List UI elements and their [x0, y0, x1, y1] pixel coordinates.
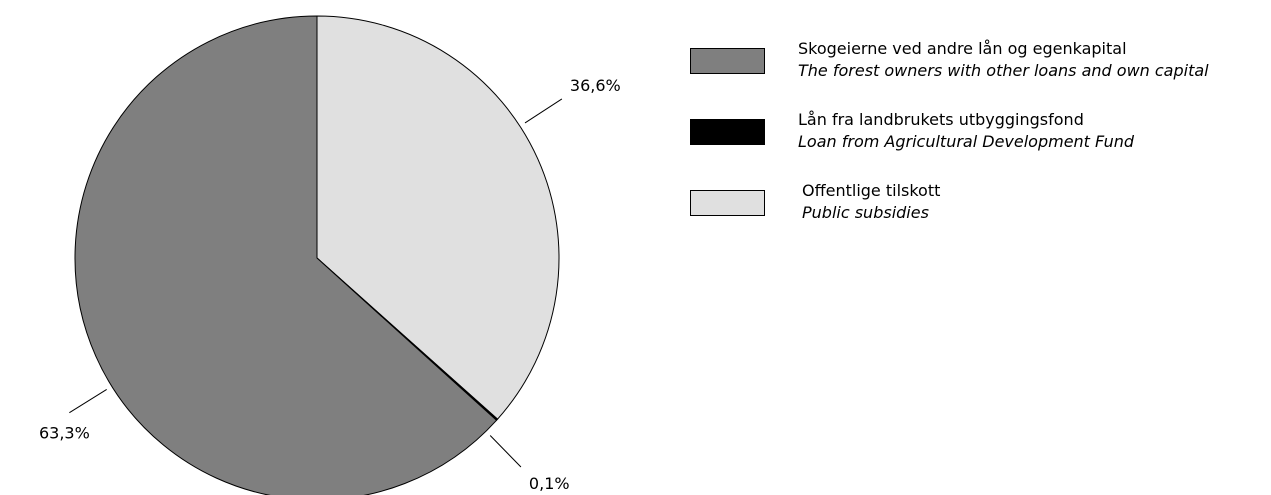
legend-label-no: Lån fra landbrukets utbyggingsfond	[798, 110, 1084, 129]
legend-label-en: Loan from Agricultural Development Fund	[798, 132, 1135, 151]
legend-label-no: Offentlige tilskott	[802, 181, 941, 200]
leader-line	[69, 388, 107, 414]
label-forest-owners: 63,3%	[39, 424, 90, 443]
legend-text: Offentlige tilskott Public subsidies	[802, 180, 940, 224]
legend-swatch	[690, 48, 765, 74]
leader-line	[524, 98, 563, 124]
legend-text: Lån fra landbrukets utbyggingsfond Loan …	[798, 109, 1134, 153]
legend-label-no: Skogeierne ved andre lån og egenkapital	[798, 39, 1127, 58]
slice-forest-owners	[74, 15, 498, 495]
slice-public-subsidies	[316, 15, 560, 420]
legend-swatch	[690, 190, 765, 216]
legend-item-loan-fund: Lån fra landbrukets utbyggingsfond Loan …	[690, 109, 1270, 154]
legend-swatch	[690, 119, 765, 145]
leader-lines	[69, 98, 563, 468]
label-public-subsidies: 36,6%	[570, 76, 621, 95]
legend-label-en: The forest owners with other loans and o…	[798, 61, 1209, 80]
legend-text: Skogeierne ved andre lån og egenkapital …	[798, 38, 1209, 82]
legend-item-forest-owners: Skogeierne ved andre lån og egenkapital …	[690, 38, 1270, 83]
data-labels: 36,6% 0,1% 63,3%	[39, 76, 621, 493]
legend-item-public-subsidies: Offentlige tilskott Public subsidies	[690, 180, 1270, 225]
leader-line	[489, 435, 522, 468]
label-loan-fund: 0,1%	[529, 474, 570, 493]
legend: Skogeierne ved andre lån og egenkapital …	[690, 38, 1270, 251]
pie-chart: 36,6% 0,1% 63,3%	[39, 15, 621, 495]
legend-label-en: Public subsidies	[802, 203, 929, 222]
pie-slices	[74, 15, 560, 495]
